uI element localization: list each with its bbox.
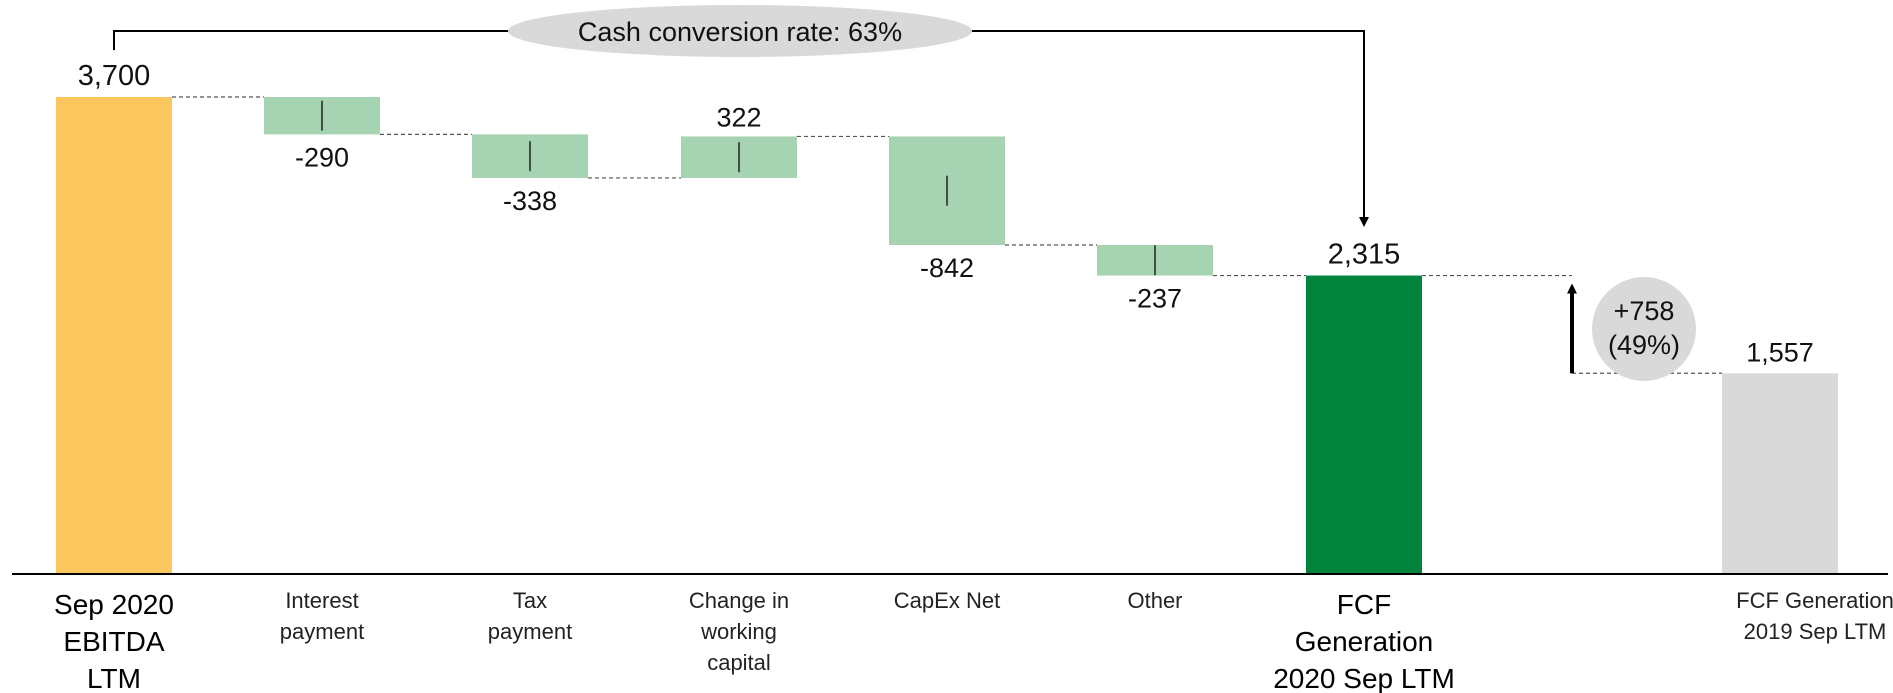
bar-fcf2020 <box>1306 275 1422 574</box>
category-label-line: payment <box>280 619 364 644</box>
category-label-line: 2019 Sep LTM <box>1744 619 1887 644</box>
category-label-capex: CapEx Net <box>894 588 1000 613</box>
growth-text: +758 (49%) <box>1608 296 1680 360</box>
category-label-line: working <box>700 619 777 644</box>
category-label-line: FCF <box>1337 589 1391 620</box>
value-label-other: -237 <box>1128 284 1182 314</box>
category-label-line: FCF Generation <box>1736 588 1893 613</box>
category-label-line: CapEx Net <box>894 588 1000 613</box>
value-label-tax: -338 <box>503 186 557 216</box>
category-label-fcf2019: FCF Generation 2019 Sep LTM <box>1736 588 1893 644</box>
category-label-line: Change in <box>689 588 789 613</box>
category-labels: Sep 2020 EBITDA LTM Interest payment Tax payme… <box>54 588 1893 693</box>
category-label-line: Interest <box>285 588 358 613</box>
category-label-line: Other <box>1127 588 1182 613</box>
value-label-wc: 322 <box>716 102 761 132</box>
category-label-wc: Change in working capital <box>689 588 789 675</box>
growth-callout: +758 (49%) <box>1567 277 1696 381</box>
callout-bracket-left <box>113 30 510 50</box>
value-label-capex: -842 <box>920 253 974 283</box>
bar-ticks <box>321 100 1156 276</box>
value-label-interest: -290 <box>295 142 349 172</box>
category-label-line: 2020 Sep LTM <box>1273 663 1455 693</box>
category-label-interest: Interest payment <box>280 588 364 644</box>
category-label-fcf2020: FCF Generation 2020 Sep LTM <box>1273 589 1455 693</box>
growth-percent: (49%) <box>1608 330 1680 360</box>
callout-ellipse <box>508 5 972 57</box>
connector-lines <box>172 96 1722 374</box>
growth-delta: +758 <box>1614 296 1675 326</box>
growth-circle <box>1592 277 1696 381</box>
cash-conversion-callout: Cash conversion rate: 63% <box>113 5 1369 227</box>
callout-bracket-right <box>965 30 1369 227</box>
value-label-fcf2019: 1,557 <box>1746 337 1814 367</box>
bar-fcf2019 <box>1722 373 1838 574</box>
bar-ebitda <box>56 97 172 574</box>
callout-text: Cash conversion rate: 63% <box>578 17 902 47</box>
category-label-line: Sep 2020 <box>54 589 174 620</box>
category-label-line: payment <box>488 619 572 644</box>
category-label-line: capital <box>707 650 771 675</box>
category-label-tax: Tax payment <box>488 588 572 644</box>
value-labels: 3,700 -290 -338 322 -842 -237 2,315 1,557 <box>78 60 1814 367</box>
value-label-fcf2020: 2,315 <box>1328 239 1401 271</box>
category-label-line: Generation <box>1295 626 1434 657</box>
category-label-line: EBITDA <box>63 626 164 657</box>
category-label-ebitda: Sep 2020 EBITDA LTM <box>54 589 174 693</box>
category-label-other: Other <box>1127 588 1182 613</box>
category-label-line: Tax <box>513 588 547 613</box>
category-label-line: LTM <box>87 663 141 693</box>
value-label-ebitda: 3,700 <box>78 60 151 92</box>
